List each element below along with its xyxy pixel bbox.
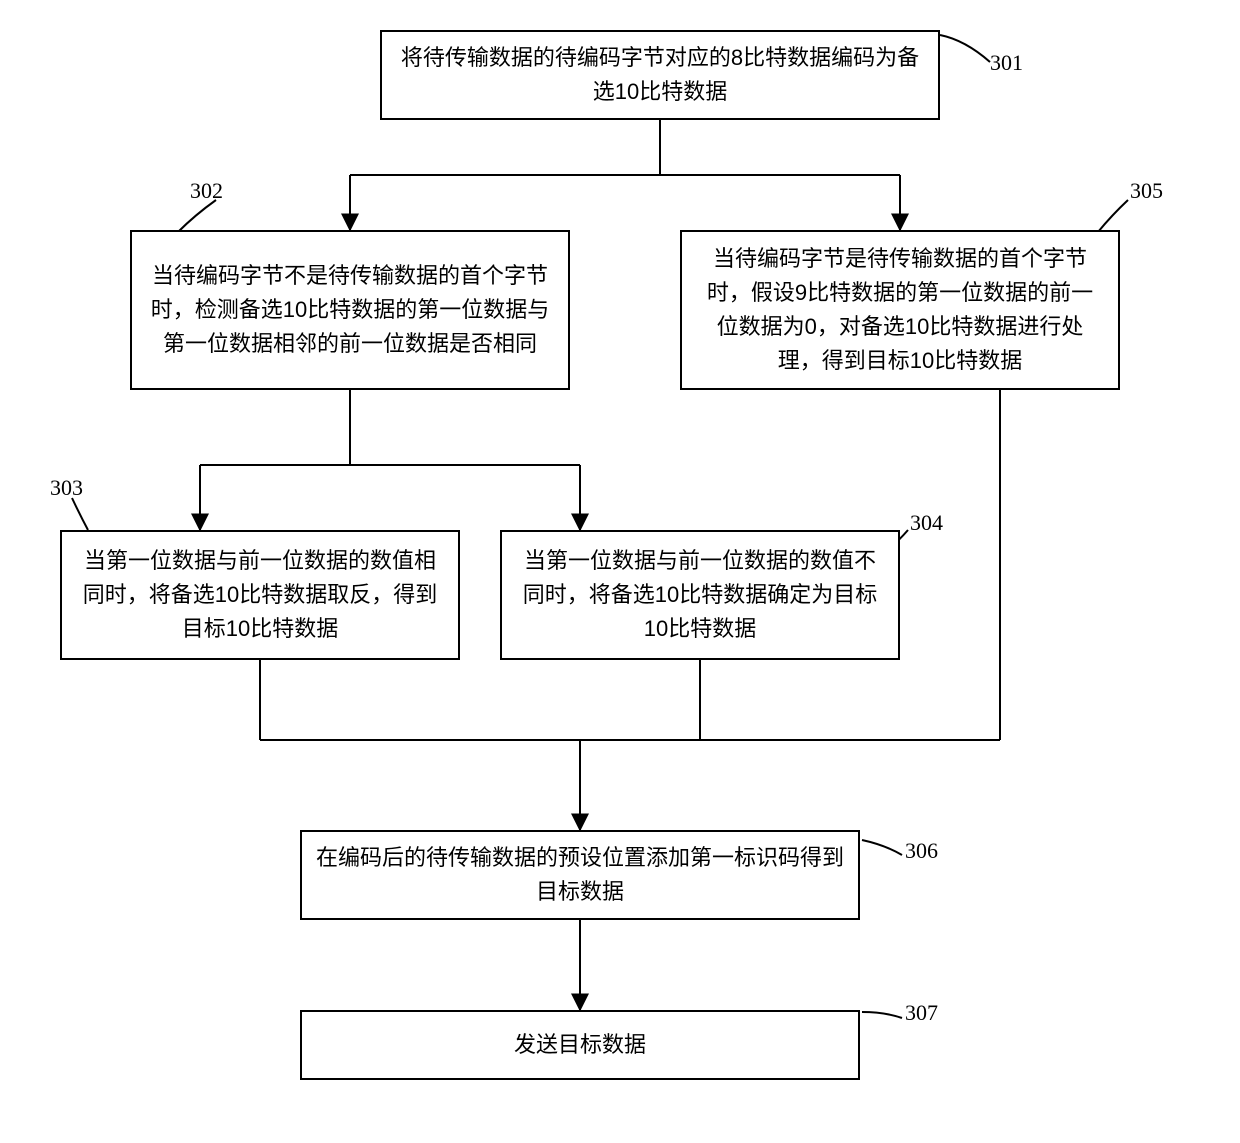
node-text: 在编码后的待传输数据的预设位置添加第一标识码得到目标数据 (316, 841, 844, 909)
node-307-label: 307 (905, 1000, 938, 1026)
flowchart-canvas: 将待传输数据的待编码字节对应的8比特数据编码为备选10比特数据 301 当待编码… (0, 0, 1240, 1143)
node-305: 当待编码字节是待传输数据的首个字节时，假设9比特数据的第一位数据的前一位数据为0… (680, 230, 1120, 390)
node-301-label: 301 (990, 50, 1023, 76)
node-306: 在编码后的待传输数据的预设位置添加第一标识码得到目标数据 (300, 830, 860, 920)
node-301: 将待传输数据的待编码字节对应的8比特数据编码为备选10比特数据 (380, 30, 940, 120)
node-text: 当待编码字节不是待传输数据的首个字节时，检测备选10比特数据的第一位数据与第一位… (146, 259, 554, 361)
node-text: 当第一位数据与前一位数据的数值不同时，将备选10比特数据确定为目标10比特数据 (516, 544, 884, 646)
node-303-label: 303 (50, 475, 83, 501)
node-text: 当第一位数据与前一位数据的数值相同时，将备选10比特数据取反，得到目标10比特数… (76, 544, 444, 646)
node-307: 发送目标数据 (300, 1010, 860, 1080)
node-text: 将待传输数据的待编码字节对应的8比特数据编码为备选10比特数据 (396, 41, 924, 109)
node-304-label: 304 (910, 510, 943, 536)
node-304: 当第一位数据与前一位数据的数值不同时，将备选10比特数据确定为目标10比特数据 (500, 530, 900, 660)
node-302-label: 302 (190, 178, 223, 204)
node-text: 发送目标数据 (514, 1028, 646, 1062)
node-306-label: 306 (905, 838, 938, 864)
node-302: 当待编码字节不是待传输数据的首个字节时，检测备选10比特数据的第一位数据与第一位… (130, 230, 570, 390)
node-305-label: 305 (1130, 178, 1163, 204)
node-text: 当待编码字节是待传输数据的首个字节时，假设9比特数据的第一位数据的前一位数据为0… (696, 242, 1104, 378)
node-303: 当第一位数据与前一位数据的数值相同时，将备选10比特数据取反，得到目标10比特数… (60, 530, 460, 660)
